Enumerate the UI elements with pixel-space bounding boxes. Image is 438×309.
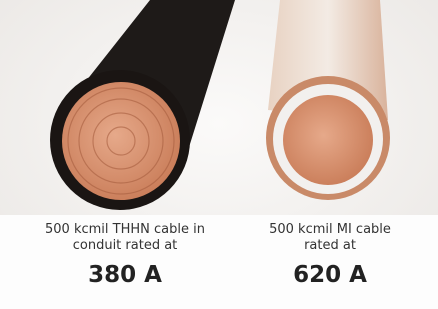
- mi-conductor: [283, 95, 373, 185]
- caption-line: 500 kcmil MI cable: [230, 222, 430, 238]
- caption-line: 500 kcmil THHN cable in: [25, 222, 225, 238]
- caption-right: 500 kcmil MI cable rated at: [230, 222, 430, 254]
- caption-line: rated at: [230, 238, 430, 254]
- thhn-conductor: [62, 82, 180, 200]
- caption-line: conduit rated at: [25, 238, 225, 254]
- rating-left: 380 A: [25, 262, 225, 288]
- photo: 500 kcmil THHN cable in conduit rated at…: [0, 0, 438, 309]
- caption-left: 500 kcmil THHN cable in conduit rated at: [25, 222, 225, 254]
- rating-right: 620 A: [230, 262, 430, 288]
